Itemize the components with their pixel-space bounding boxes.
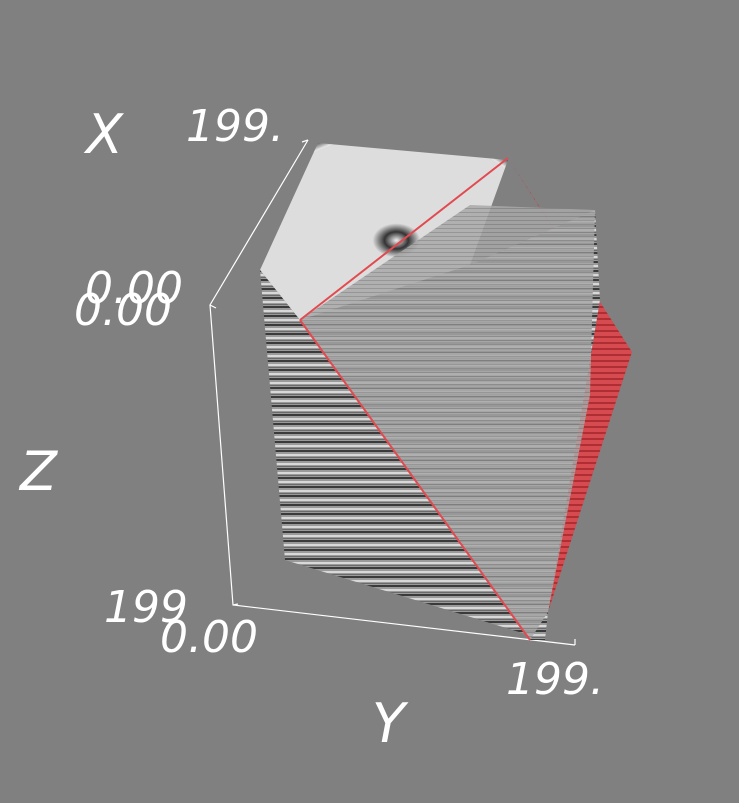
axis-label: 199. xyxy=(186,101,284,152)
volume-top xyxy=(260,143,508,320)
slice-edge xyxy=(299,157,509,321)
volume-cut-face xyxy=(300,205,595,640)
axis-title: Z xyxy=(18,440,58,503)
volume-side xyxy=(260,270,545,640)
axis-title: X xyxy=(83,103,124,166)
axis-title: Y xyxy=(372,692,409,755)
axis-label: 0.00 xyxy=(85,263,183,314)
axis-label: 0.00 xyxy=(160,612,258,663)
axis-label: 199. xyxy=(506,654,604,705)
axes-lines xyxy=(209,139,576,646)
axis-label: 199 xyxy=(104,582,188,633)
slice-edge xyxy=(299,319,531,641)
slice-plane-back xyxy=(508,158,632,612)
axis-label: 0.00 xyxy=(74,285,172,336)
